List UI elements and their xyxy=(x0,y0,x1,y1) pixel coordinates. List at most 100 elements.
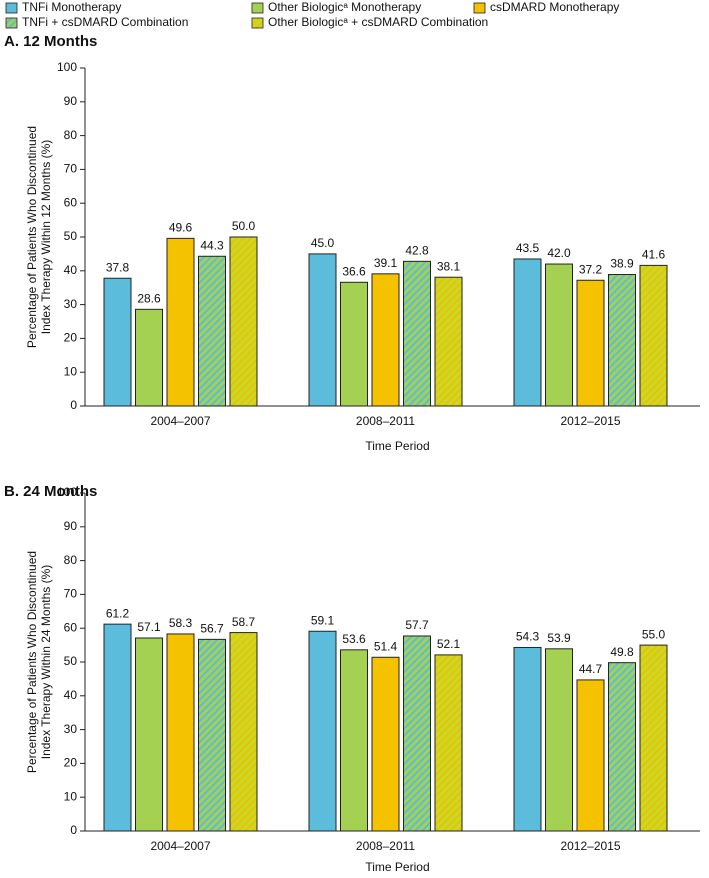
y-tick-label: 0 xyxy=(70,398,77,412)
value-label: 50.0 xyxy=(232,219,256,233)
legend-swatch xyxy=(473,2,486,14)
bar xyxy=(198,255,226,407)
legend-label: TNFi + csDMARD Combination xyxy=(22,15,188,29)
y-tick-label: 30 xyxy=(64,722,78,736)
y-tick-label: 90 xyxy=(64,94,78,108)
y-tick-label: 20 xyxy=(64,331,78,345)
y-tick-label: 90 xyxy=(64,519,78,533)
y-axis-label-line: Index Therapy Within 24 Months (%) xyxy=(39,565,53,760)
value-label: 36.6 xyxy=(342,264,366,278)
value-label: 58.7 xyxy=(232,615,256,629)
bar xyxy=(608,274,636,407)
y-tick-label: 60 xyxy=(64,620,78,634)
value-label: 58.3 xyxy=(169,616,193,630)
x-axis-label: Time Period xyxy=(365,860,429,874)
y-tick-label: 70 xyxy=(64,587,78,601)
x-tick-label: 2008–2011 xyxy=(356,414,416,428)
bar xyxy=(371,656,400,832)
bar xyxy=(576,279,605,407)
bar xyxy=(513,258,542,407)
value-label: 39.1 xyxy=(374,256,398,270)
legend-label: TNFi Monotherapy xyxy=(22,0,121,14)
x-tick-label: 2008–2011 xyxy=(356,839,416,853)
value-label: 53.6 xyxy=(342,632,366,646)
y-tick-label: 20 xyxy=(64,756,78,770)
bar xyxy=(403,260,431,407)
legend-swatch xyxy=(251,17,264,29)
y-tick-label: 10 xyxy=(64,789,78,803)
x-tick-label: 2004–2007 xyxy=(150,414,210,428)
y-tick-label: 60 xyxy=(64,195,78,209)
y-tick-label: 40 xyxy=(64,263,78,277)
value-label: 28.6 xyxy=(137,292,161,306)
bar xyxy=(639,264,668,407)
value-label: 42.8 xyxy=(405,244,429,258)
y-tick-label: 50 xyxy=(64,229,78,243)
value-label: 38.1 xyxy=(437,259,461,273)
bar xyxy=(198,638,226,832)
value-label: 49.8 xyxy=(610,645,634,659)
bar xyxy=(308,253,337,407)
value-label: 55.0 xyxy=(642,627,666,641)
bar xyxy=(608,662,636,832)
value-label: 45.0 xyxy=(311,236,335,250)
y-tick-label: 70 xyxy=(64,162,78,176)
bar xyxy=(545,263,573,407)
value-label: 52.1 xyxy=(437,637,461,651)
y-tick-label: 80 xyxy=(64,553,78,567)
y-tick-label: 0 xyxy=(70,823,77,837)
value-label: 43.5 xyxy=(516,241,540,255)
bar xyxy=(371,273,400,407)
x-tick-label: 2012–2015 xyxy=(560,414,620,428)
y-tick-label: 80 xyxy=(64,128,78,142)
legend-label: csDMARD Monotherapy xyxy=(490,0,619,14)
value-label: 37.2 xyxy=(579,262,603,276)
legend-swatch xyxy=(5,17,18,29)
y-tick-label: 30 xyxy=(64,297,78,311)
x-axis-label: Time Period xyxy=(365,439,429,453)
value-label: 51.4 xyxy=(374,639,398,653)
value-label: 54.3 xyxy=(516,630,540,644)
bar xyxy=(229,236,258,407)
bar xyxy=(434,654,463,832)
bar xyxy=(308,630,337,832)
bar xyxy=(545,648,573,832)
y-axis-label-line: Percentage of Patients Who Discontinued xyxy=(25,126,39,348)
bar xyxy=(229,632,258,832)
value-label: 53.9 xyxy=(547,631,571,645)
y-axis-label-line: Index Therapy Within 12 Months (%) xyxy=(39,140,53,335)
x-tick-label: 2004–2007 xyxy=(150,839,210,853)
bar xyxy=(340,649,368,832)
y-tick-label: 100 xyxy=(57,60,77,74)
value-label: 59.1 xyxy=(311,613,335,627)
value-label: 61.2 xyxy=(106,606,130,620)
legend-label: Other Biologicᵃ + csDMARD Combination xyxy=(268,15,488,29)
bar xyxy=(166,237,195,407)
bar xyxy=(103,277,132,407)
value-label: 57.7 xyxy=(405,618,429,632)
y-axis-label: Percentage of Patients Who DiscontinuedI… xyxy=(25,126,53,348)
bar xyxy=(513,646,542,832)
panel-title: A. 12 Months xyxy=(4,33,97,50)
y-axis-label: Percentage of Patients Who DiscontinuedI… xyxy=(25,551,53,773)
legend-swatch xyxy=(251,2,264,14)
y-tick-label: 50 xyxy=(64,654,78,668)
legend-swatch xyxy=(5,2,18,14)
bar xyxy=(340,281,368,407)
legend-label: Other Biologicᵃ Monotherapy xyxy=(268,0,421,14)
value-label: 56.7 xyxy=(200,622,224,636)
bar xyxy=(135,308,163,407)
value-label: 42.0 xyxy=(547,246,571,260)
value-label: 49.6 xyxy=(169,221,193,235)
panel-title: B. 24 Months xyxy=(4,483,97,500)
bar xyxy=(103,623,132,832)
bar xyxy=(166,633,195,832)
bar xyxy=(639,644,668,832)
value-label: 38.9 xyxy=(610,257,634,271)
bar xyxy=(135,637,163,832)
y-tick-label: 100 xyxy=(57,485,77,499)
value-label: 44.7 xyxy=(579,662,603,676)
y-tick-label: 40 xyxy=(64,688,78,702)
bar xyxy=(434,276,463,407)
